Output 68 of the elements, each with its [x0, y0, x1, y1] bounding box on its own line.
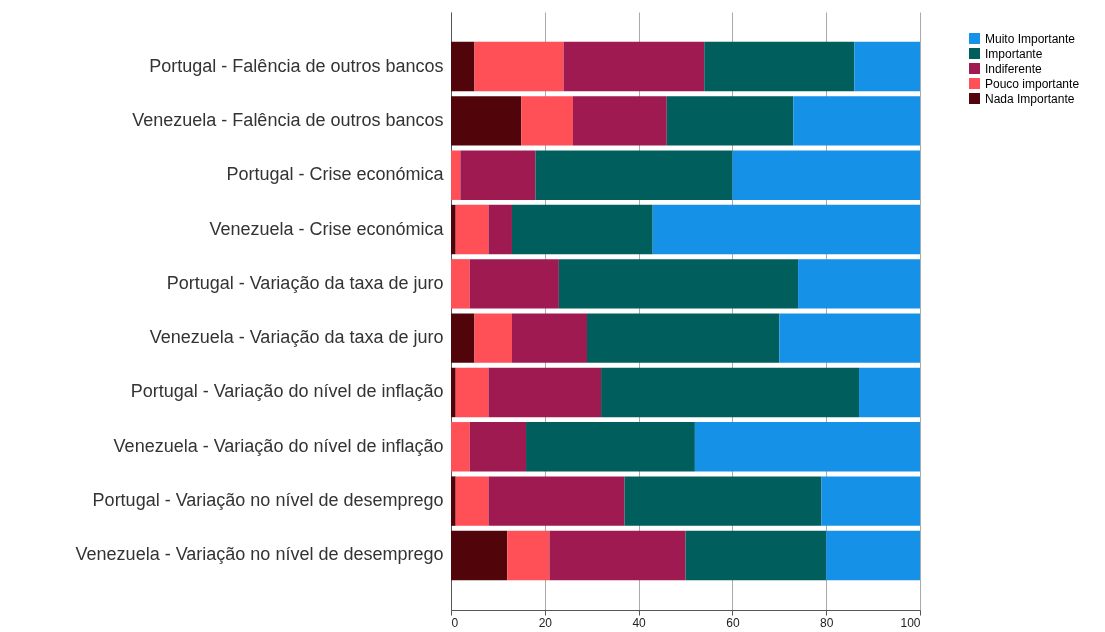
legend-label: Importante: [985, 46, 1043, 61]
bar: [511, 204, 653, 255]
y-tick-label: Venezuela - Falência de outros bancos: [132, 109, 444, 130]
bar: [488, 367, 602, 418]
bar: [451, 150, 461, 200]
legend-label: Muito Importante: [985, 31, 1076, 46]
bar: [793, 96, 920, 146]
bar: [451, 476, 456, 526]
bar: [451, 367, 456, 418]
bar: [732, 150, 920, 200]
y-tick-label: Venezuela - Variação no nível de desemprego: [75, 544, 444, 565]
bar: [854, 41, 920, 92]
bar: [469, 259, 559, 309]
x-tick-label: 80: [820, 615, 834, 630]
bar: [455, 367, 489, 418]
bar: [535, 150, 733, 200]
bar: [779, 313, 920, 363]
bar: [685, 530, 827, 581]
x-tick-label: 100: [900, 615, 921, 630]
x-tick-label: 40: [632, 615, 647, 630]
bar: [451, 259, 470, 309]
bar: [652, 204, 920, 255]
bar: [488, 204, 512, 255]
x-tick-label: 0: [451, 615, 459, 630]
y-tick-label: Portugal - Crise económica: [226, 164, 445, 185]
bar: [474, 41, 564, 92]
bar: [704, 41, 855, 92]
bar: [563, 41, 705, 92]
y-tick-label: Portugal - Variação da taxa de juro: [166, 272, 444, 293]
bar: [460, 150, 536, 200]
bar: [511, 313, 588, 363]
bar: [859, 367, 920, 418]
y-tick-label: Venezuela - Crise económica: [209, 218, 445, 239]
y-tick-label: Portugal - Variação do nível de inflação: [130, 381, 444, 402]
bar: [666, 96, 794, 146]
bar: [451, 313, 475, 363]
bar: [451, 41, 475, 92]
bar: [821, 476, 920, 526]
bar: [488, 476, 625, 526]
bar: [474, 313, 512, 363]
bar: [549, 530, 686, 581]
bar: [624, 476, 822, 526]
bar: [826, 530, 920, 581]
y-tick-label: Portugal - Falência de outros bancos: [149, 55, 444, 76]
bar: [521, 96, 573, 146]
bar: [451, 530, 508, 581]
bar: [798, 259, 920, 309]
y-tick-label: Portugal - Variação no nível de desemprego: [92, 490, 444, 511]
legend-label: Indiferente: [985, 61, 1043, 76]
y-tick-label: Venezuela - Variação da taxa de juro: [149, 327, 444, 348]
bar: [451, 96, 522, 146]
bar: [469, 422, 527, 472]
x-tick-label: 60: [726, 615, 740, 630]
bar: [587, 313, 780, 363]
bar: [455, 204, 489, 255]
bar: [694, 422, 920, 472]
bar: [601, 367, 860, 418]
x-tick-label: 20: [538, 615, 553, 630]
bar: [507, 530, 550, 581]
bar: [526, 422, 695, 472]
bar: [558, 259, 799, 309]
bar: [451, 204, 456, 255]
bar: [455, 476, 489, 526]
y-tick-label: Venezuela - Variação do nível de inflação: [113, 435, 444, 456]
bar: [572, 96, 667, 146]
legend-label: Pouco importante: [985, 76, 1080, 91]
bar: [451, 422, 470, 472]
legend-label: Nada Importante: [985, 91, 1075, 106]
